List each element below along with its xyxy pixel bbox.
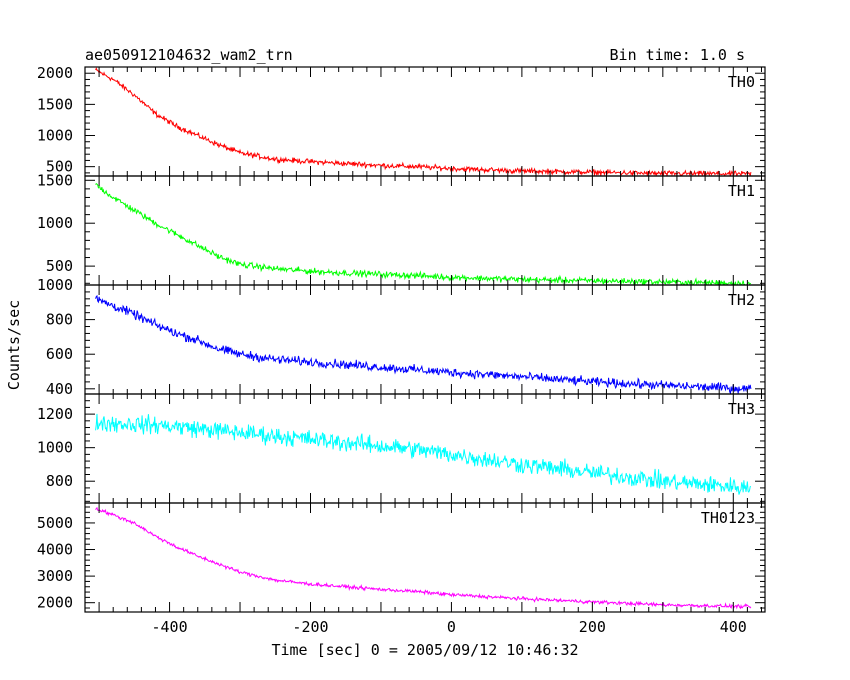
panel-th0: TH0 500 1000 1500 2000 [37, 64, 766, 177]
chart-title: ae050912104632_wam2_trn [85, 46, 293, 64]
series-line-th1 [95, 183, 752, 285]
y-tick-label: 500 [46, 257, 73, 275]
y-tick-label: 3000 [37, 567, 73, 585]
x-tick-label: 0 [447, 618, 456, 636]
y-axis-label: Counts/sec [5, 300, 23, 390]
y-tick-label: 4000 [37, 541, 73, 559]
x-axis-label: Time [sec] 0 = 2005/09/12 10:46:32 [271, 641, 578, 659]
y-tick-label: 1200 [37, 405, 73, 423]
x-tick-label: -400 [151, 618, 187, 636]
panel-frame [84, 175, 766, 286]
bin-time-label: Bin time: 1.0 s [610, 46, 745, 64]
panel-th1: TH1 500 1000 1500 [37, 171, 766, 286]
y-tick-label: 600 [46, 345, 73, 363]
y-tick-label: 500 [46, 158, 73, 176]
panel-frame [84, 66, 766, 177]
y-tick-label: 1000 [37, 127, 73, 145]
y-tick-label: 1000 [37, 439, 73, 457]
y-tick-label: 1500 [37, 95, 73, 113]
x-tick-label: -200 [292, 618, 328, 636]
panel-th0123: TH0123 2000 3000 4000 5000 [37, 502, 766, 613]
y-tick-label: 2000 [37, 594, 73, 612]
series-line-th3 [95, 413, 751, 495]
x-tick-label: 200 [579, 618, 606, 636]
x-tick-label: 400 [720, 618, 747, 636]
panel-th2: TH2 400 600 800 1000 [37, 276, 766, 398]
y-tick-label: 1500 [37, 171, 73, 189]
panel-label-th0: TH0 [728, 73, 755, 91]
panel-label-th2: TH2 [728, 291, 755, 309]
y-tick-label: 1000 [37, 214, 73, 232]
panel-frame [84, 502, 766, 613]
y-tick-label: 2000 [37, 64, 73, 82]
panel-label-th3: TH3 [728, 400, 755, 418]
y-tick-label: 800 [46, 472, 73, 490]
y-tick-label: 5000 [37, 514, 73, 532]
panels-group: TH0500100015002000TH150010001500TH240060… [37, 64, 766, 636]
y-tick-label: 400 [46, 380, 73, 398]
series-line-th0 [95, 67, 752, 176]
y-tick-label: 800 [46, 311, 73, 329]
panel-th3: TH3 800 1000 1200 [37, 393, 766, 504]
y-tick-label: 1000 [37, 276, 73, 294]
panel-label-th1: TH1 [728, 182, 755, 200]
panel-label-th0123: TH0123 [701, 509, 755, 527]
series-line-th2 [95, 294, 752, 394]
series-line-th0123 [95, 506, 752, 610]
